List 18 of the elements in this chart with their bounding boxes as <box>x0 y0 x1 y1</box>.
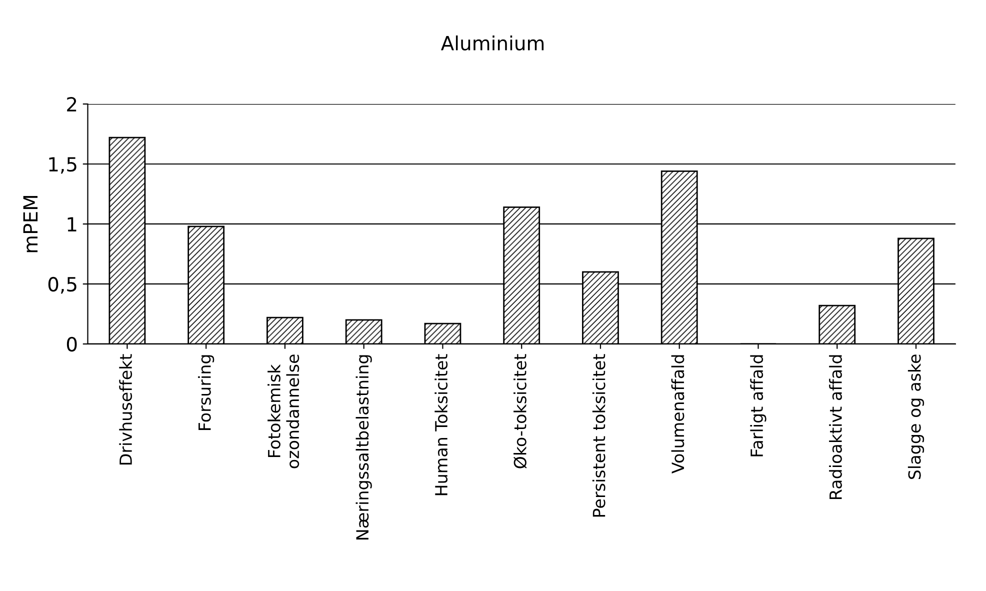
x-tick-label: Drivhuseffekt <box>119 354 132 464</box>
x-tick-label: Slagge og aske <box>908 354 924 479</box>
y-tick-label: 1 <box>68 217 76 232</box>
x-tick-label: Fotokemisk ozondannelse <box>268 354 300 468</box>
x-tick-label: Persistent toksicitet <box>592 354 606 517</box>
y-tick-label: 2 <box>67 96 76 112</box>
y-tick-label: 0 <box>66 336 77 352</box>
y-tick-label: 0,5 <box>48 276 76 294</box>
y-axis-title: mPEM <box>23 196 38 252</box>
x-tick-label: Radioaktivt affald <box>829 355 842 499</box>
x-tick-label: Næringssaltbelastning <box>356 355 372 540</box>
x-tick-label: Volumenaffald <box>671 355 684 474</box>
x-tick-label: Forsuring <box>198 355 214 430</box>
y-tick-label: 1,5 <box>49 157 76 174</box>
x-tick-label: Farligt affald <box>750 355 766 456</box>
chart-title: Aluminium <box>440 35 544 51</box>
x-tick-label: Øko-toksicitet <box>514 354 527 468</box>
x-tick-label: Human Toksicitet <box>434 354 448 496</box>
